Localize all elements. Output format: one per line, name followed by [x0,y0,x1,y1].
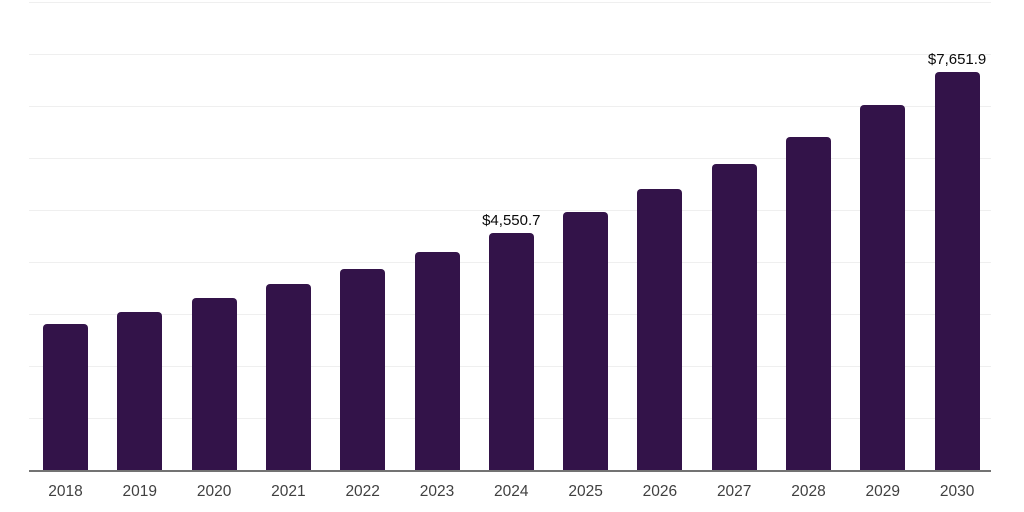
bar-2018[interactable] [43,323,88,470]
x-tick-2027: 2027 [716,483,752,500]
bar-2022[interactable] [340,269,386,470]
bar-2025[interactable] [563,211,609,470]
bar-2026[interactable] [637,189,683,470]
data-label-2024: $4,550.7 [482,212,541,230]
bar-2019[interactable] [117,311,163,470]
x-tick-2020: 2020 [196,483,232,500]
x-tick-2021: 2021 [271,483,306,500]
bar-2024[interactable] [488,233,534,470]
bar-2023[interactable] [414,251,460,470]
data-label-2030: $7,651.9 [927,51,987,69]
x-tick-2023: 2023 [419,483,455,500]
gridline-8000 [29,54,991,55]
plot-area [29,2,991,472]
gridline-6000 [29,158,991,159]
gridline-5000 [29,210,991,211]
x-tick-2022: 2022 [345,483,380,500]
bar-2021[interactable] [265,284,311,470]
gridline-9000 [29,2,991,3]
x-tick-2030: 2030 [939,483,975,500]
bar-2027[interactable] [711,164,757,470]
x-tick-2024: 2024 [494,483,529,500]
x-tick-2019: 2019 [122,483,158,500]
x-tick-2025: 2025 [568,483,603,500]
bar-2029[interactable] [860,104,906,470]
bar-2020[interactable] [191,298,237,470]
x-tick-2028: 2028 [791,483,826,500]
bar-2030[interactable] [934,72,980,470]
x-tick-2029: 2029 [865,483,901,500]
bar-2028[interactable] [786,136,831,470]
x-tick-2026: 2026 [642,483,678,500]
x-tick-2018: 2018 [48,483,83,500]
gridline-7000 [29,106,991,107]
